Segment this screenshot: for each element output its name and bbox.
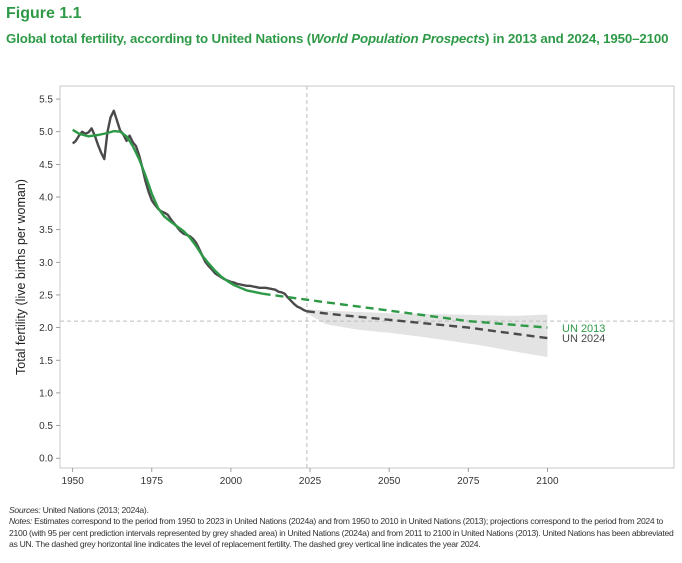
series-lines-layer [71, 109, 548, 340]
figure-label: Figure 1.1 [6, 5, 82, 22]
un-2013-estimates-line [72, 128, 263, 295]
y-axis-label: Total fertility (live births per woman) [14, 179, 28, 375]
figure-footnotes: Sources: United Nations (2013; 2024a). N… [9, 505, 677, 551]
reference-lines-layer [60, 86, 674, 468]
y-tick-label: 0.5 [39, 421, 53, 432]
y-tick-label: 1.5 [39, 356, 53, 367]
x-tick-label: 1975 [141, 476, 164, 487]
un-2024-projection-line [306, 310, 548, 340]
notes-label: Notes: [9, 516, 33, 527]
y-tick-label: 2.0 [39, 323, 53, 334]
figure-title: Global total fertility, according to Uni… [6, 31, 682, 46]
legend-un-2024: UN 2024 [562, 333, 605, 345]
x-tick-label: 1950 [62, 476, 85, 487]
x-tick-label: 2075 [457, 476, 480, 487]
title-text-end: ) in 2013 and 2024, 1950–2100 [484, 31, 669, 46]
y-tick-label: 5.5 [39, 95, 53, 106]
y-tick-label: 1.0 [39, 388, 53, 399]
legend-un-2013: UN 2013 [562, 323, 605, 335]
sources-text: United Nations (2013; 2024a). [40, 505, 149, 515]
sources-label: Sources: [9, 505, 41, 515]
x-tick-label: 2025 [299, 476, 322, 487]
un-2013-projection-line [262, 292, 548, 329]
notes-note: Notes: Estimates correspond to the perio… [9, 516, 677, 550]
axes-layer: 1950 1975 2000 2025 2050 2075 2100 0.0 0.5 1.0 1.5… [39, 95, 559, 487]
y-tick-label: 0.0 [39, 454, 53, 465]
y-tick-label: 4.5 [39, 160, 53, 171]
y-tick-label: 5.0 [39, 127, 53, 138]
title-italic-text: World Population Prospects [311, 31, 485, 46]
x-tick-label: 2000 [220, 476, 243, 487]
y-tick-label: 3.0 [39, 258, 53, 269]
fertility-chart: 1950 1975 2000 2025 2050 2075 2100 0.0 0.5 1.0 1.5… [14, 85, 675, 487]
title-text-start: Global total fertility, according to Uni… [6, 31, 312, 46]
notes-text: Estimates correspond to the period from … [9, 516, 674, 550]
plot-panel [59, 85, 675, 469]
y-tick-label: 3.5 [39, 225, 53, 236]
y-tick-label: 2.5 [39, 290, 53, 301]
x-tick-label: 2050 [378, 476, 401, 487]
x-tick-label: 2100 [536, 476, 559, 487]
y-tick-label: 4.0 [39, 193, 53, 204]
sources-note: Sources: United Nations (2013; 2024a). [9, 505, 677, 516]
